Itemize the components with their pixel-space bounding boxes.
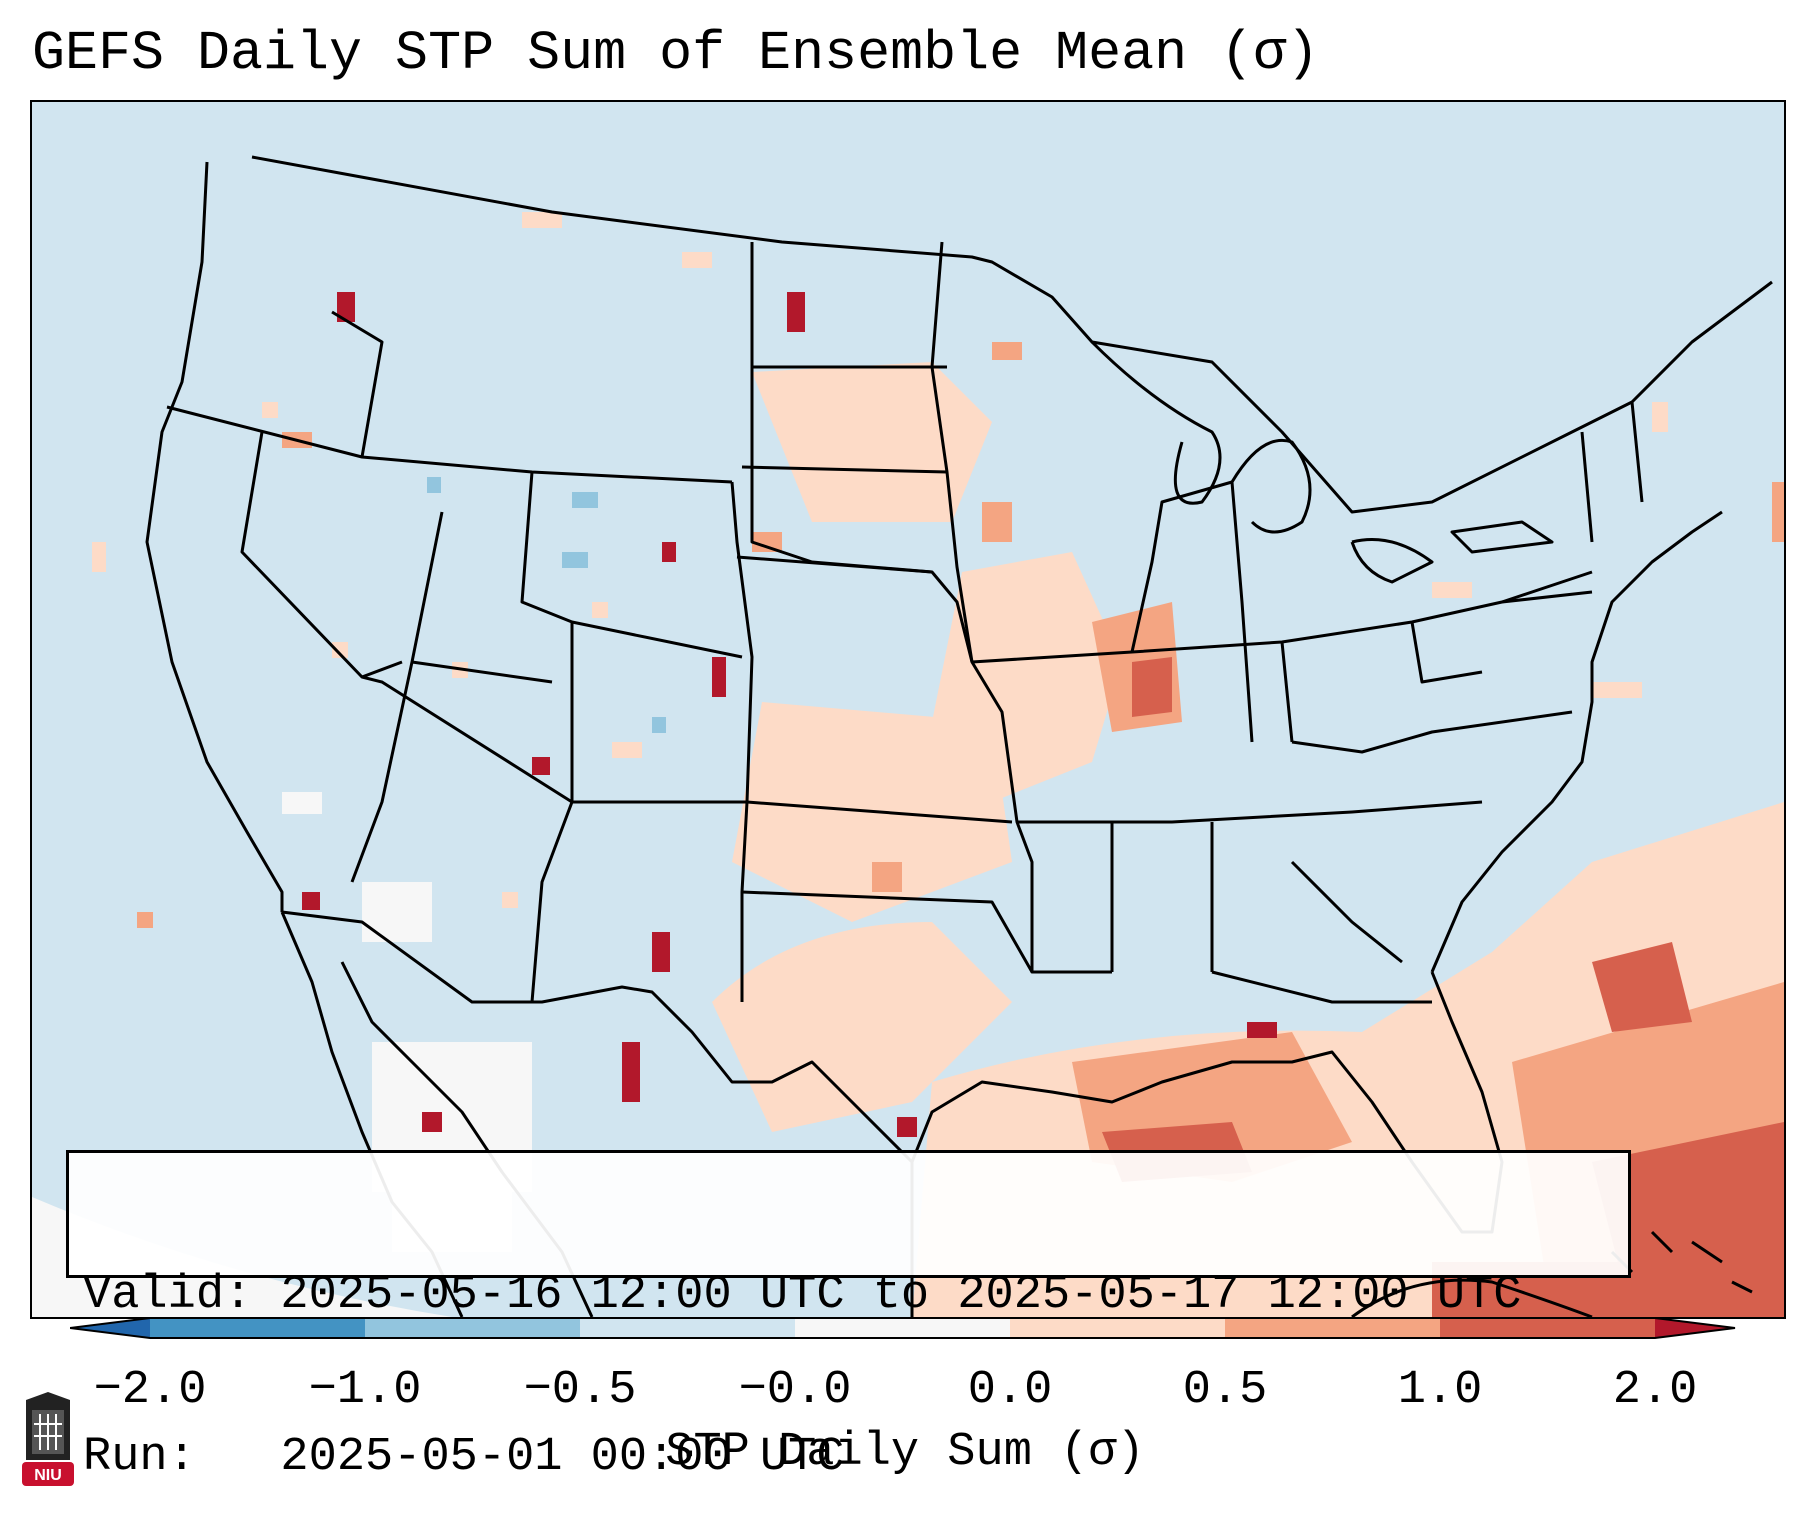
niu-logo-text: NIU <box>34 1467 62 1484</box>
niu-badge <box>22 1462 74 1486</box>
colorbar-tick: 1.0 <box>1397 1364 1483 1417</box>
strong-cells <box>302 292 1277 1137</box>
colorbar-label: STP Daily Sum (σ) <box>665 1426 1145 1479</box>
validity-info-box: Valid: 2025-05-16 12:00 UTC to 2025-05-1… <box>66 1150 1631 1484</box>
colorbar-outline <box>70 1317 1736 1339</box>
moderate-cells <box>137 342 1784 928</box>
colorbar-bin-6 <box>1225 1318 1440 1338</box>
colorbar-tick: −0.5 <box>523 1364 637 1417</box>
valid-time-text: Valid: 2025-05-16 12:00 UTC to 2025-05-1… <box>83 1269 1522 1322</box>
colorbar-tick: 2.0 <box>1612 1364 1698 1417</box>
colorbar-tick: 0.0 <box>967 1364 1053 1417</box>
scattered-cells <box>92 212 1668 908</box>
colorbar-tick: 0.5 <box>1182 1364 1268 1417</box>
colorbar-bin-over <box>1655 1318 1735 1338</box>
map-title: GEFS Daily STP Sum of Ensemble Mean (σ) <box>32 22 1320 85</box>
colorbar-bin-7 <box>1440 1318 1655 1338</box>
colorbar-tick: −1.0 <box>308 1364 422 1417</box>
run-time-text: Run: 2025-05-01 00:00 UTC <box>83 1431 845 1484</box>
colorbar-bin-1 <box>150 1318 365 1338</box>
colorbar-bin-2 <box>365 1318 580 1338</box>
colorbar-bin-4 <box>795 1318 1010 1338</box>
colorbar-bin-5 <box>1010 1318 1225 1338</box>
map-canvas <box>32 155 1784 1317</box>
colorbar <box>70 1317 1736 1339</box>
niu-logo: NIU <box>22 1392 74 1486</box>
negative-cells <box>427 477 666 733</box>
colorbar-bin-3 <box>580 1318 795 1338</box>
colorbar-tick: −0.0 <box>738 1364 852 1417</box>
colorbar-bin-under <box>70 1318 150 1338</box>
colorbar-tick: −2.0 <box>93 1364 207 1417</box>
map-panel <box>30 100 1786 1319</box>
